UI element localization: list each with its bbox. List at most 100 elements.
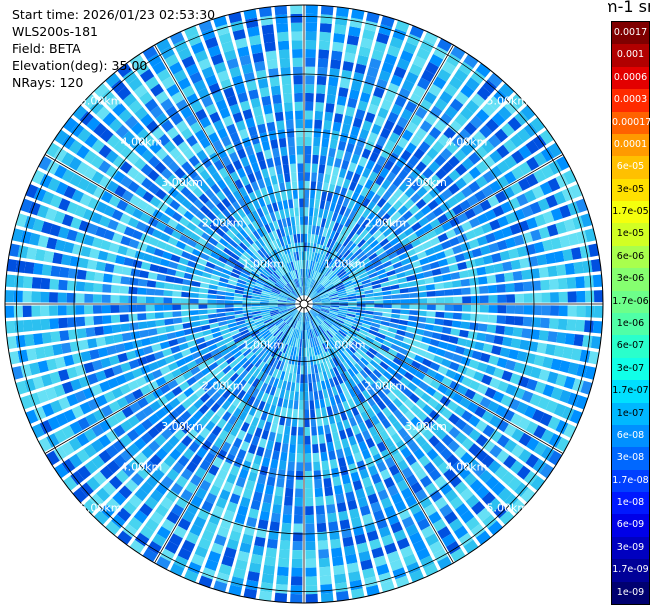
range-gate (125, 350, 137, 361)
range-gate (312, 154, 319, 164)
range-gate (457, 337, 468, 347)
range-gate (266, 538, 278, 549)
range-gate (289, 154, 296, 164)
range-gate (292, 319, 297, 328)
range-gate (150, 489, 164, 503)
range-gate (171, 503, 185, 517)
range-label: 2.00km (202, 217, 244, 230)
range-gate (95, 370, 107, 382)
range-gate (395, 247, 406, 256)
range-gate (305, 40, 317, 50)
range-gate (513, 362, 525, 374)
range-gate (571, 348, 582, 361)
range-gate (460, 487, 474, 502)
range-gate (374, 115, 386, 127)
range-gate (258, 326, 267, 333)
range-gate (43, 345, 55, 358)
range-gate (286, 301, 296, 303)
range-gate (242, 488, 253, 500)
range-gate (400, 545, 414, 558)
range-gate (288, 336, 293, 346)
range-label: 5.00km (80, 501, 122, 514)
range-gate (332, 357, 339, 367)
range-gate (593, 290, 603, 303)
range-gate (209, 322, 219, 329)
range-gate (313, 207, 319, 218)
range-gate (414, 272, 425, 280)
range-gate (344, 380, 352, 390)
range-gate (155, 504, 169, 518)
range-gate (217, 316, 227, 322)
range-gate (105, 429, 119, 443)
range-gate (463, 348, 474, 358)
range-gate (584, 275, 594, 288)
range-gate (227, 404, 237, 415)
range-gate (278, 549, 290, 559)
range-gate (268, 304, 278, 306)
range-gate (207, 304, 217, 309)
range-gate (304, 198, 309, 208)
range-gate (104, 335, 115, 345)
range-gate (186, 461, 198, 473)
range-gate (409, 292, 419, 298)
range-gate (132, 259, 143, 269)
range-gate (300, 330, 303, 340)
range-gate (433, 548, 448, 562)
range-gate (442, 421, 454, 433)
range-gate (35, 346, 46, 360)
range-gate (479, 124, 493, 139)
range-gate (278, 332, 285, 341)
range-gate (379, 167, 390, 179)
range-gate (338, 168, 347, 179)
range-gate (330, 59, 342, 70)
range-gate (354, 533, 367, 545)
range-gate (377, 107, 389, 119)
range-gate (261, 457, 271, 468)
range-gate (293, 523, 303, 533)
range-gate (375, 422, 385, 433)
range-gate (175, 442, 187, 454)
range-gate (402, 337, 413, 345)
range-gate (426, 368, 437, 378)
range-gate (370, 182, 380, 193)
range-gate (460, 241, 471, 252)
range-gate (227, 322, 237, 328)
range-gate (358, 254, 368, 263)
range-gate (364, 314, 374, 319)
range-gate (396, 116, 409, 129)
range-gate (409, 502, 422, 515)
range-gate (155, 482, 169, 496)
range-gate (448, 120, 462, 134)
range-gate (128, 305, 138, 313)
range-gate (324, 268, 332, 277)
range-gate (372, 340, 383, 348)
range-gate (475, 420, 488, 433)
range-gate (323, 237, 329, 247)
range-gate (509, 373, 521, 385)
range-gate (497, 487, 512, 502)
range-gate (154, 304, 164, 311)
range-gate (256, 380, 264, 390)
range-gate (576, 290, 586, 303)
range-gate (400, 149, 412, 162)
range-gate (323, 361, 329, 371)
range-gate (424, 113, 438, 126)
range-gate (444, 312, 454, 319)
range-gate (343, 249, 351, 258)
range-gate (320, 146, 328, 157)
range-gate (305, 5, 318, 15)
range-gate (271, 314, 281, 320)
range-gate (584, 228, 597, 242)
range-gate (300, 312, 303, 322)
range-gate (305, 488, 313, 498)
range-gate (296, 374, 300, 383)
range-gate (425, 317, 436, 324)
range-gate (427, 297, 436, 304)
range-gate (127, 415, 140, 428)
range-gate (304, 145, 312, 155)
range-gate (364, 310, 374, 315)
range-gate (311, 280, 316, 289)
range-gate (354, 317, 364, 323)
range-gate (174, 416, 186, 428)
range-gate (418, 304, 428, 310)
